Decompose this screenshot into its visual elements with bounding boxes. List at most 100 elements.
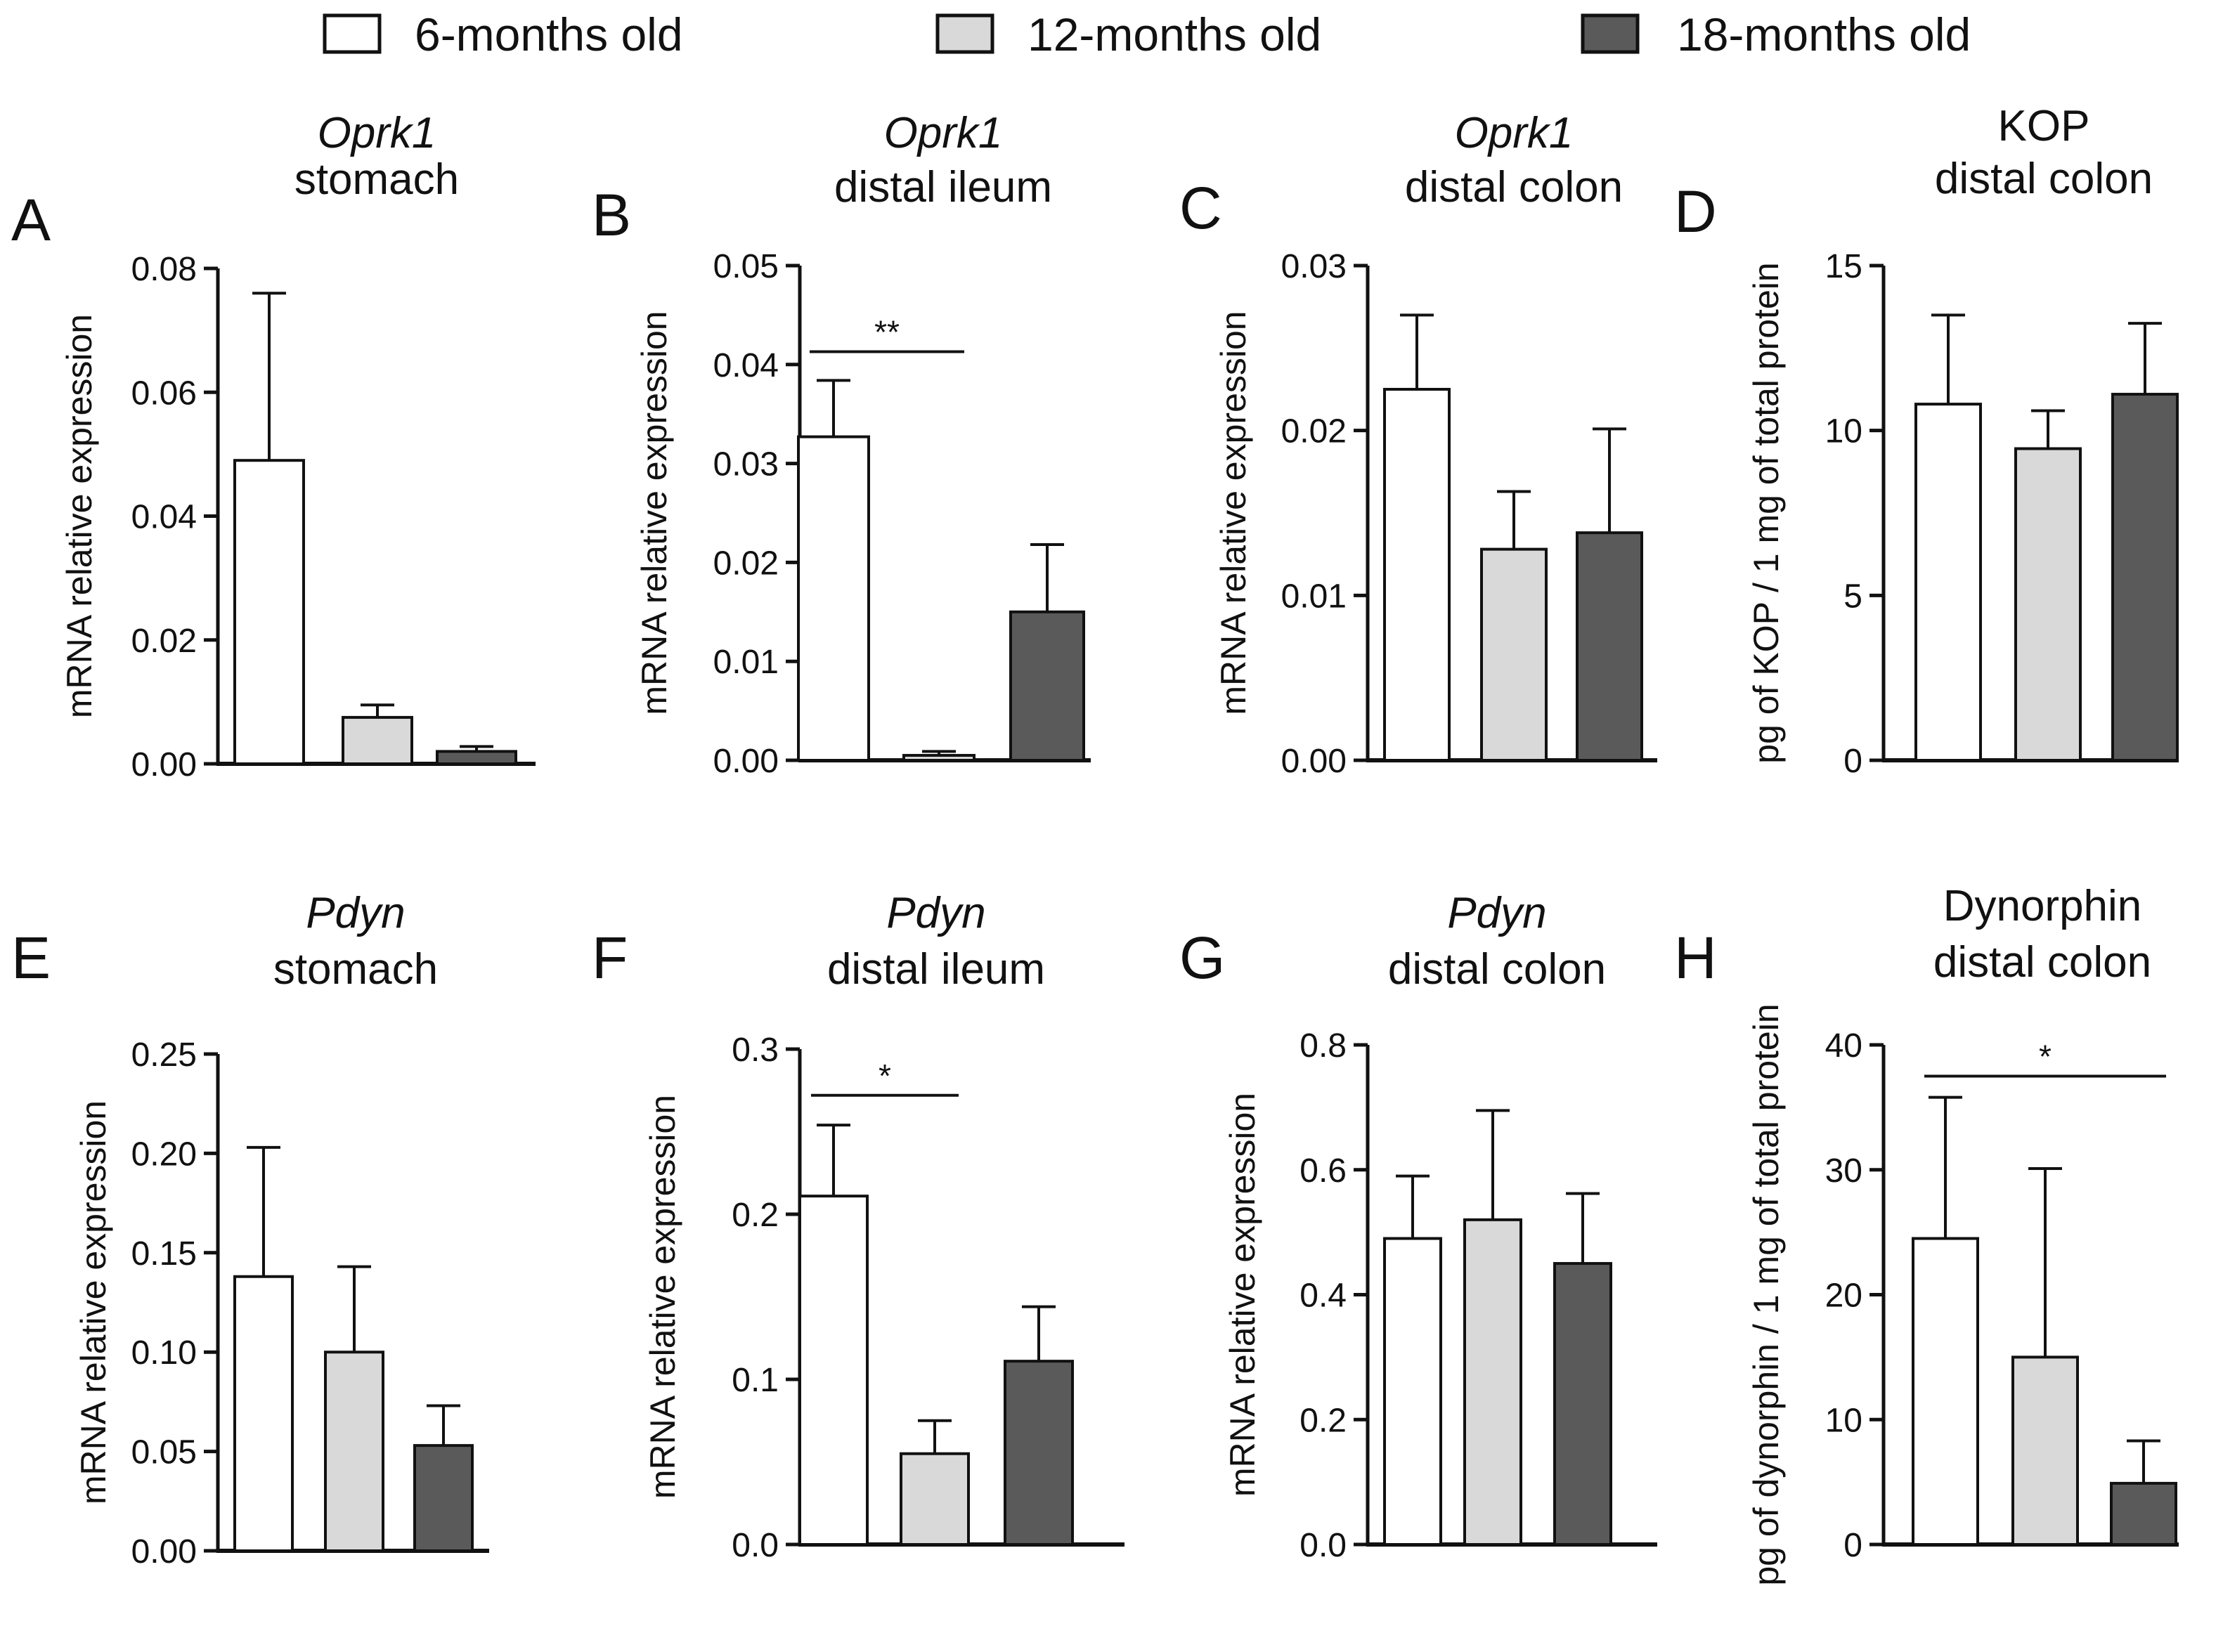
panel-title-line2-g: distal colon (1388, 945, 1606, 994)
y-tick-label-g: 0.2 (1300, 1402, 1347, 1439)
bar-f-1 (900, 1452, 970, 1546)
y-tick-label-d: 15 (1825, 248, 1862, 285)
panel-letter-h: H (1674, 925, 1717, 991)
bar-b-0 (797, 435, 870, 762)
bar-h-0 (1912, 1237, 1979, 1546)
y-tick-label-e: 0.20 (131, 1136, 197, 1173)
y-tick-label-c: 0.02 (1281, 413, 1347, 450)
panel-title-line1-g: Pdyn (1447, 889, 1546, 937)
y-tick-label-a: 0.06 (131, 375, 197, 412)
bar-d-0 (1914, 403, 1982, 762)
panel-title-line1-h: Dynorphin (1943, 882, 2142, 930)
y-tick-label-g: 0.0 (1300, 1527, 1347, 1564)
y-tick-label-h: 0 (1843, 1527, 1862, 1564)
panel-g: G Pdyn distal colon mRNA relative expressio… (1179, 889, 1657, 1564)
panel-title-line2-e: stomach (273, 945, 438, 994)
bar-g-0 (1383, 1237, 1442, 1546)
y-tick-label-h: 20 (1825, 1277, 1862, 1315)
panel-letter-c: C (1179, 175, 1222, 241)
y-axis-label-c: mRNA relative expression (1214, 311, 1253, 715)
y-tick-label-h: 10 (1825, 1402, 1862, 1439)
bar-e-0 (233, 1275, 294, 1552)
y-tick-label-c: 0.00 (1281, 743, 1347, 780)
y-tick-label-b: 0.04 (713, 347, 779, 384)
legend-swatch-12-months (935, 13, 994, 54)
bar-f-0 (798, 1195, 869, 1547)
panel-title-line1-a: Oprk1 (318, 109, 436, 157)
bar-d-2 (2111, 393, 2179, 762)
bar-e-2 (413, 1444, 474, 1552)
bar-e-1 (324, 1351, 384, 1552)
panel-title-line2-a: stomach (294, 155, 459, 204)
y-tick-label-a: 0.08 (131, 251, 197, 288)
significance-label-h: * (2039, 1038, 2052, 1074)
bar-d-1 (2014, 447, 2082, 762)
significance-label-f: * (879, 1058, 891, 1094)
y-tick-label-e: 0.00 (131, 1533, 197, 1570)
y-tick-label-d: 5 (1843, 578, 1862, 615)
y-axis-label-b: mRNA relative expression (635, 311, 674, 715)
panel-letter-a: A (11, 187, 51, 253)
bar-h-1 (2011, 1355, 2079, 1546)
y-tick-label-b: 0.00 (713, 743, 779, 780)
panel-title-line2-d: distal colon (1935, 155, 2153, 203)
bar-g-2 (1553, 1262, 1612, 1546)
panel-title-line1-b: Oprk1 (884, 109, 1003, 157)
y-tick-label-b: 0.01 (713, 644, 779, 681)
panel-letter-d: D (1674, 178, 1717, 245)
bar-h-2 (2110, 1481, 2177, 1547)
y-axis-label-d: pg of KOP / 1 mg of total protein (1746, 262, 1786, 763)
y-tick-label-a: 0.00 (131, 746, 197, 783)
y-axis-label-a: mRNA relative expression (60, 314, 99, 718)
legend-label-12-months: 12-months old (1028, 8, 1321, 60)
y-tick-label-h: 40 (1825, 1027, 1862, 1065)
y-axis-label-h: pg of dynorphin / 1 mg of total protein (1746, 1003, 1786, 1585)
y-tick-label-f: 0.2 (732, 1197, 779, 1234)
y-tick-label-f: 0.1 (732, 1362, 779, 1399)
panel-d: D KOP distal colon pg of KOP / 1 mg of tota… (1674, 102, 2179, 780)
panel-title-line2-h: distal colon (1933, 938, 2151, 987)
y-tick-label-b: 0.05 (713, 248, 779, 285)
legend: 6-months old 12-months old 18-months old (323, 8, 1971, 60)
panel-title-line1-d: KOP (1998, 102, 2090, 150)
bar-c-0 (1383, 388, 1451, 762)
y-tick-label-c: 0.03 (1281, 248, 1347, 285)
bar-b-1 (902, 753, 976, 762)
y-tick-label-e: 0.15 (131, 1235, 197, 1273)
y-tick-label-c: 0.01 (1281, 578, 1347, 615)
panel-b: B Oprk1 distal ileum mRNA relative expressi… (592, 109, 1091, 780)
panel-letter-f: F (592, 925, 628, 991)
legend-label-18-months: 18-months old (1677, 8, 1971, 60)
y-tick-label-e: 0.10 (131, 1334, 197, 1372)
panel-f: F Pdyn distal ileum mRNA relative expressio… (592, 889, 1125, 1564)
bar-c-2 (1576, 531, 1643, 762)
y-tick-label-e: 0.05 (131, 1434, 197, 1471)
y-tick-label-d: 10 (1825, 413, 1862, 450)
y-axis-label-g: mRNA relative expression (1223, 1093, 1262, 1497)
bar-c-1 (1480, 547, 1548, 762)
y-tick-label-g: 0.4 (1300, 1277, 1347, 1315)
y-tick-label-d: 0 (1843, 743, 1862, 780)
panel-title-line1-f: Pdyn (886, 889, 985, 937)
y-axis-label-f: mRNA relative expression (643, 1095, 682, 1499)
panel-letter-e: E (11, 925, 51, 991)
y-tick-label-b: 0.03 (713, 446, 779, 483)
panel-e: E Pdyn stomach mRNA relative expression 0.00… (11, 889, 489, 1570)
panel-c: C Oprk1 distal colon mRNA relative expressi… (1179, 109, 1657, 780)
y-tick-label-a: 0.04 (131, 499, 197, 536)
panel-title-line2-f: distal ileum (827, 945, 1045, 994)
bar-a-0 (233, 459, 305, 765)
panel-title-line1-e: Pdyn (306, 889, 405, 937)
legend-swatch-18-months (1581, 13, 1640, 54)
y-axis-label-e: mRNA relative expression (74, 1100, 113, 1504)
panel-letter-b: B (592, 182, 631, 248)
bar-a-1 (342, 715, 413, 765)
y-tick-label-f: 0.0 (732, 1527, 779, 1564)
y-tick-label-a: 0.02 (131, 623, 197, 660)
y-tick-label-f: 0.3 (732, 1032, 779, 1069)
y-tick-label-h: 30 (1825, 1152, 1862, 1190)
panel-title-line2-b: distal ileum (834, 163, 1052, 212)
bar-b-2 (1009, 610, 1085, 762)
